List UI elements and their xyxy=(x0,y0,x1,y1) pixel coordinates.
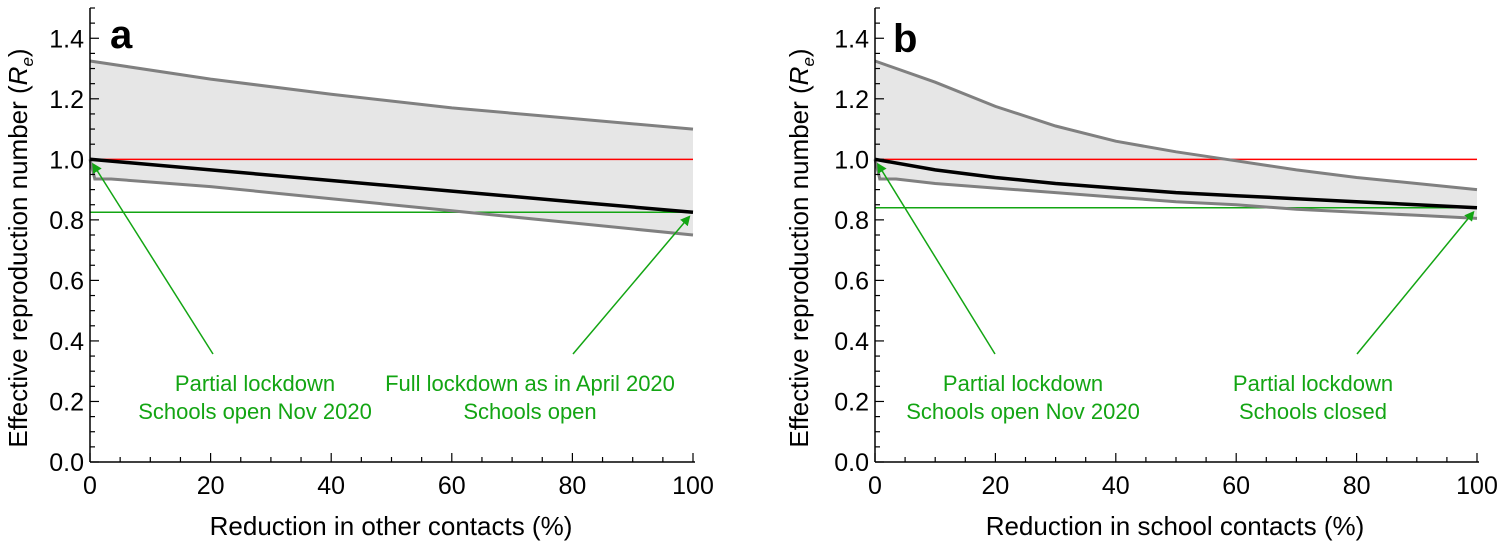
y-tick-label: 0.0 xyxy=(49,449,84,477)
annotation-line: Partial lockdown xyxy=(943,371,1103,396)
x-tick-label: 80 xyxy=(558,472,586,500)
y-axis-title: Effective reproduction number (Re) xyxy=(784,48,818,447)
y-axis-title: Effective reproduction number (Re) xyxy=(3,48,37,447)
y-tick-label: 1.2 xyxy=(49,86,84,114)
x-axis-title: Reduction in school contacts (%) xyxy=(986,511,1365,541)
y-tick-label: 1.4 xyxy=(49,25,84,53)
y-tick-label: 1.2 xyxy=(834,86,869,114)
y-tick-label: 0.2 xyxy=(49,388,84,416)
annotation-arrow xyxy=(572,215,691,355)
annotation-line: Partial lockdown xyxy=(175,371,335,396)
y-tick-label: 1.0 xyxy=(834,146,869,174)
x-tick-label: 60 xyxy=(438,472,466,500)
y-axis-title-close: ) xyxy=(784,48,814,57)
annotation-line: Schools open Nov 2020 xyxy=(138,399,372,424)
x-tick-label: 40 xyxy=(317,472,345,500)
annotation-line: Full lockdown as in April 2020 xyxy=(385,371,675,396)
y-tick-label: 0.0 xyxy=(834,449,869,477)
panel-b-axes: 0.0 0.2 0.4 0.6 0.8 1.0 1.2 1.4 0 20 40 60 80 100 xyxy=(834,7,1498,500)
panel-a: 0.0 0.2 0.4 0.6 0.8 1.0 1.2 1.4 0 20 40 60 80 100 a R… xyxy=(3,7,714,541)
annotation-arrow xyxy=(877,162,996,355)
y-tick-label: 0.4 xyxy=(834,328,869,356)
y-tick-label: 0.8 xyxy=(49,207,84,235)
x-tick-label: 20 xyxy=(197,472,225,500)
panel-b-data-layer xyxy=(873,59,1478,355)
y-axis-title-main: Effective reproduction number ( xyxy=(3,85,33,448)
annotation-left: Partial lockdown Schools open Nov 2020 xyxy=(906,371,1140,424)
y-axis-title-symbol: R xyxy=(784,67,814,86)
y-tick-label: 1.0 xyxy=(49,146,84,174)
panel-a-text-layer: a Reduction in other contacts (%) Effect… xyxy=(3,13,675,541)
x-tick-label: 60 xyxy=(1222,472,1250,500)
y-tick-label: 1.4 xyxy=(834,25,869,53)
annotation-line: Schools open xyxy=(463,399,596,424)
lower-bound-line xyxy=(873,158,1478,220)
annotation-line: Partial lockdown xyxy=(1233,371,1393,396)
x-tick-label: 40 xyxy=(1102,472,1130,500)
annotation-arrow xyxy=(1356,210,1475,355)
x-tick-label: 0 xyxy=(868,472,882,500)
y-tick-label: 0.2 xyxy=(834,388,869,416)
annotation-arrow xyxy=(92,162,214,355)
y-tick-label: 0.8 xyxy=(834,207,869,235)
y-tick-label: 0.4 xyxy=(49,328,84,356)
panel-label: a xyxy=(110,13,133,57)
lower-bound-line xyxy=(88,158,694,237)
y-axis-title-subscript: e xyxy=(799,57,818,66)
y-axis-title-close: ) xyxy=(3,48,33,57)
central-estimate-line xyxy=(89,157,694,215)
annotation-right: Partial lockdown Schools closed xyxy=(1233,371,1393,424)
x-tick-label: 0 xyxy=(83,472,97,500)
central-estimate-line xyxy=(874,157,1478,210)
panel-b-text-layer: b Reduction in school contacts (%) Effec… xyxy=(784,17,1393,541)
panel-a-data-layer xyxy=(88,59,694,355)
annotation-line: Schools closed xyxy=(1239,399,1387,424)
y-tick-label: 0.6 xyxy=(834,267,869,295)
y-axis-title-symbol: R xyxy=(3,67,33,86)
x-tick-label: 100 xyxy=(672,472,714,500)
y-axis-title-main: Effective reproduction number ( xyxy=(784,85,814,448)
panel-a-axes: 0.0 0.2 0.4 0.6 0.8 1.0 1.2 1.4 0 20 40 60 80 100 xyxy=(49,7,714,500)
uncertainty-band xyxy=(90,61,693,235)
annotation-line: Schools open Nov 2020 xyxy=(906,399,1140,424)
x-axis-title: Reduction in other contacts (%) xyxy=(210,511,573,541)
annotation-left: Partial lockdown Schools open Nov 2020 xyxy=(138,371,372,424)
x-tick-label: 20 xyxy=(981,472,1009,500)
annotation-right: Full lockdown as in April 2020 Schools op… xyxy=(385,371,675,424)
uncertainty-band xyxy=(875,61,1477,219)
panel-b: 0.0 0.2 0.4 0.6 0.8 1.0 1.2 1.4 0 20 40 60 80 100 b R… xyxy=(784,7,1498,541)
y-axis-title-subscript: e xyxy=(18,57,37,66)
x-tick-label: 80 xyxy=(1343,472,1371,500)
x-tick-label: 100 xyxy=(1456,472,1498,500)
y-tick-label: 0.6 xyxy=(49,267,84,295)
upper-bound-line xyxy=(874,59,1478,192)
upper-bound-line xyxy=(89,59,694,131)
panel-label: b xyxy=(893,17,917,61)
